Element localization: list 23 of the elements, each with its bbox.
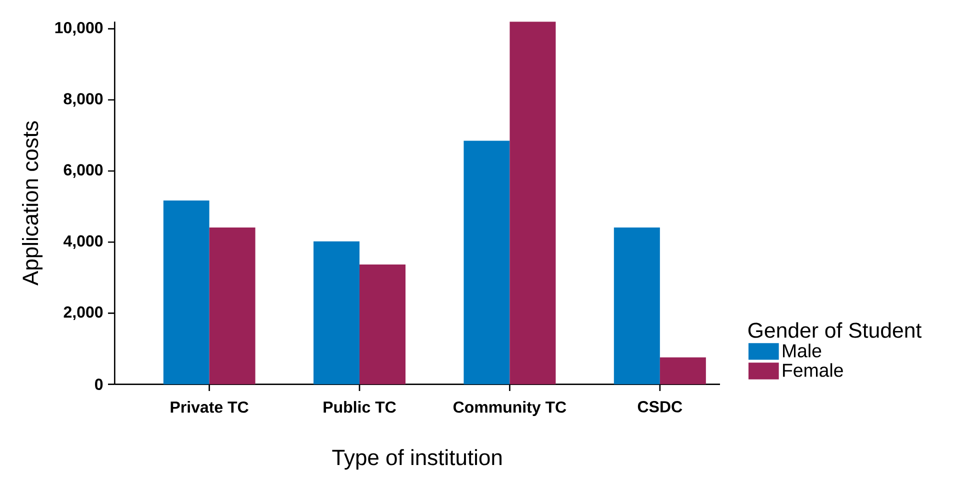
bar <box>209 228 256 384</box>
legend-label: Female <box>783 363 843 377</box>
bar <box>614 228 660 384</box>
x-tick-label: CSDC <box>638 401 682 412</box>
y-tick-label: 8,000 <box>64 93 103 107</box>
bar <box>660 357 706 384</box>
y-axis-title: Application costs <box>22 121 43 286</box>
y-tick-label: 4,000 <box>64 235 103 249</box>
legend-label: Male <box>783 344 822 358</box>
bar <box>510 22 556 384</box>
x-tick-label: Community TC <box>453 401 566 416</box>
bar <box>360 264 406 384</box>
bar <box>464 140 510 384</box>
legend-title: Gender of Student <box>748 322 922 338</box>
y-tick-label: 10,000 <box>55 22 103 36</box>
y-tick-label: 6,000 <box>64 164 103 178</box>
x-tick-label: Private TC <box>170 401 248 413</box>
x-axis-title: Type of institution <box>332 449 502 470</box>
bar <box>314 241 360 384</box>
y-tick-label: 0 <box>95 378 103 390</box>
y-tick-label: 2,000 <box>64 306 103 320</box>
bar <box>163 200 210 384</box>
x-tick-label: Public TC <box>324 401 396 413</box>
